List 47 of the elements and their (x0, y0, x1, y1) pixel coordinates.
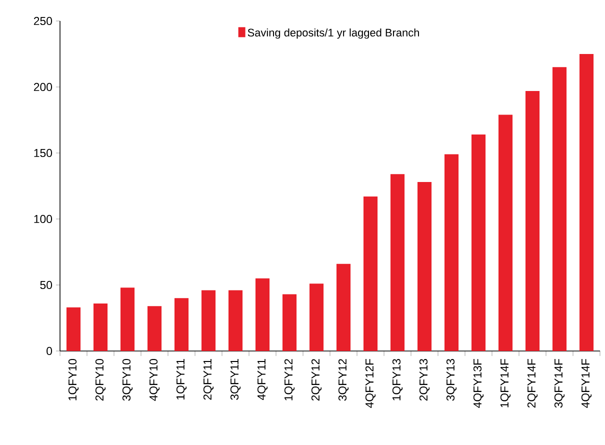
bar (525, 90, 540, 351)
y-tick-label: 100 (34, 214, 52, 224)
bar (201, 290, 216, 351)
y-tick-label: 200 (34, 82, 52, 92)
x-tick-label: 2QFY14F (527, 358, 538, 408)
y-tick-label: 150 (34, 148, 52, 158)
x-tick-label: 2QFY12 (311, 359, 322, 401)
x-tick-label: 3QFY11 (230, 359, 241, 400)
x-tick-label: 1QFY12 (284, 359, 295, 400)
x-tick-label: 3QFY14F (554, 358, 565, 408)
x-tick-label: 2QFY13 (419, 359, 430, 401)
bar (552, 67, 567, 351)
bar (579, 54, 594, 351)
x-tick-label: 2QFY11 (203, 359, 214, 400)
x-tick-label: 4QFY13F (473, 358, 484, 408)
x-tick-label: 2QFY10 (95, 358, 106, 401)
x-tick-label: 4QFY14F (581, 358, 592, 408)
bar (120, 288, 135, 351)
x-tick-label: 1QFY10 (68, 358, 79, 400)
bar (66, 307, 81, 351)
bar (309, 284, 324, 351)
legend-label: Saving deposits/1 yr lagged Branch (248, 28, 419, 39)
x-tick-label: 3QFY12 (338, 359, 349, 401)
bar (282, 294, 297, 351)
bar (444, 154, 459, 351)
x-tick-label: 3QFY10 (122, 358, 133, 401)
x-tick-label: 4QFY11 (257, 359, 268, 400)
bar (363, 196, 378, 351)
bar (471, 134, 486, 351)
y-tick-label: 0 (46, 346, 52, 356)
y-tick-label: 250 (34, 16, 52, 26)
x-tick-label: 1QFY13 (392, 359, 403, 400)
bar (228, 290, 243, 351)
y-tick-label: 50 (40, 280, 52, 290)
bar (390, 174, 405, 351)
x-tick-label: 1QFY14F (500, 358, 511, 408)
x-tick-label: 4QFY10 (149, 358, 160, 401)
bar (174, 298, 189, 351)
x-tick-label: 1QFY11 (176, 359, 187, 400)
bar (498, 114, 513, 351)
bar (255, 278, 270, 351)
bar (147, 306, 162, 351)
x-tick-label: 3QFY13 (446, 359, 457, 401)
bar (336, 264, 351, 351)
bar (417, 182, 432, 351)
x-tick-label: 4QFY12F (365, 358, 376, 408)
bar (93, 303, 108, 351)
